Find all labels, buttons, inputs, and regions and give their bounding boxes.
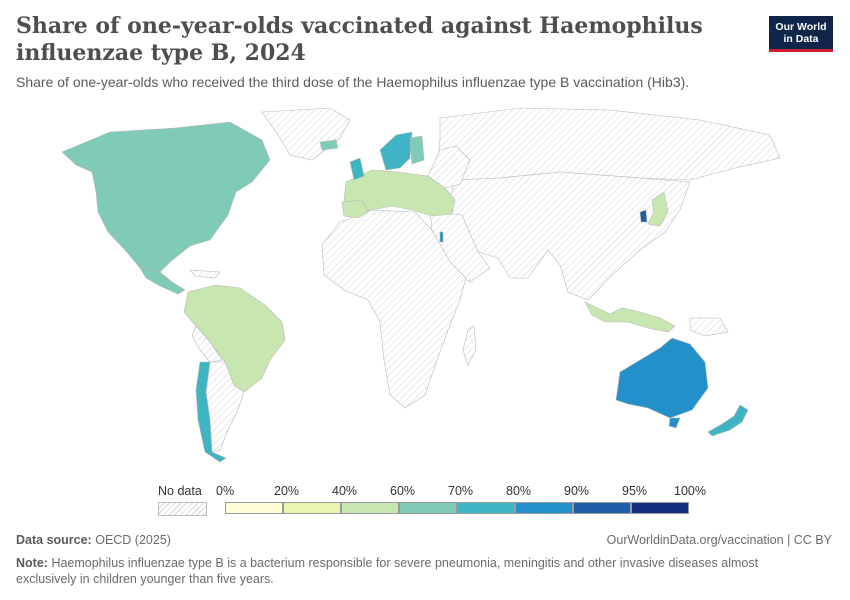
region-eastern-europe[interactable] <box>427 145 471 189</box>
region-north-america[interactable] <box>61 121 271 273</box>
region-chile[interactable] <box>195 361 227 463</box>
legend-tick-label: 0% <box>216 484 235 498</box>
note: Note: Haemophilus influenzae type B is a… <box>16 555 806 587</box>
legend-swatch[interactable] <box>573 502 631 514</box>
region-finland[interactable] <box>409 135 425 165</box>
region-png[interactable] <box>689 317 729 337</box>
region-russia[interactable] <box>437 107 781 181</box>
region-nordics[interactable] <box>379 131 413 171</box>
region-israel[interactable] <box>439 231 444 243</box>
legend-tick-label: 20% <box>274 484 300 498</box>
logo-line-2: in Data <box>783 33 819 45</box>
data-source: Data source: OECD (2025) <box>16 533 171 547</box>
note-label: Note: <box>16 556 48 570</box>
note-text: Haemophilus influenzae type B is a bacte… <box>16 556 759 586</box>
region-indonesia[interactable] <box>584 301 676 333</box>
region-central-america[interactable] <box>139 267 186 295</box>
chart-title: Share of one-year-olds vaccinated agains… <box>16 13 703 66</box>
region-caribbean[interactable] <box>189 269 221 279</box>
region-new-zealand[interactable] <box>707 404 749 437</box>
data-source-value[interactable]: OECD (2025) <box>95 533 171 547</box>
region-iberia[interactable] <box>341 199 369 219</box>
region-asia[interactable] <box>449 171 691 301</box>
region-madagascar[interactable] <box>462 325 477 366</box>
world-map[interactable] <box>0 100 850 470</box>
legend-tick-label: 40% <box>332 484 358 498</box>
owid-logo[interactable]: Our World in Data <box>769 16 833 52</box>
legend-swatch[interactable] <box>225 502 283 514</box>
legend-no-data-swatch <box>158 502 207 516</box>
region-iceland[interactable] <box>319 139 339 151</box>
legend-end-label: 100% <box>674 484 706 498</box>
chart-subtitle: Share of one-year-olds who received the … <box>16 74 690 90</box>
region-tasmania[interactable] <box>668 417 681 429</box>
source-url[interactable]: OurWorldinData.org/vaccination | CC BY <box>606 533 832 547</box>
legend-tick-label: 95% <box>622 484 648 498</box>
logo-line-1: Our World <box>775 21 827 33</box>
legend-swatch[interactable] <box>399 502 457 514</box>
legend: No data 0% 20% 40% 60% 70% 80% 90% 95% 100% <box>0 480 850 520</box>
data-source-label: Data source: <box>16 533 92 547</box>
region-uk[interactable] <box>349 157 365 181</box>
region-australia[interactable] <box>615 337 709 419</box>
region-africa[interactable] <box>321 209 467 409</box>
legend-tick-label: 70% <box>448 484 474 498</box>
region-korea[interactable] <box>639 209 648 223</box>
legend-swatch[interactable] <box>283 502 341 514</box>
legend-swatch[interactable] <box>631 502 689 514</box>
region-greenland[interactable] <box>261 107 351 161</box>
legend-no-data-label: No data <box>158 484 202 498</box>
legend-tick-label: 90% <box>564 484 590 498</box>
legend-tick-label: 80% <box>506 484 532 498</box>
legend-swatch[interactable] <box>341 502 399 514</box>
legend-tick-label: 60% <box>390 484 416 498</box>
legend-swatch[interactable] <box>457 502 515 514</box>
region-japan[interactable] <box>647 191 669 227</box>
legend-swatch[interactable] <box>515 502 573 514</box>
